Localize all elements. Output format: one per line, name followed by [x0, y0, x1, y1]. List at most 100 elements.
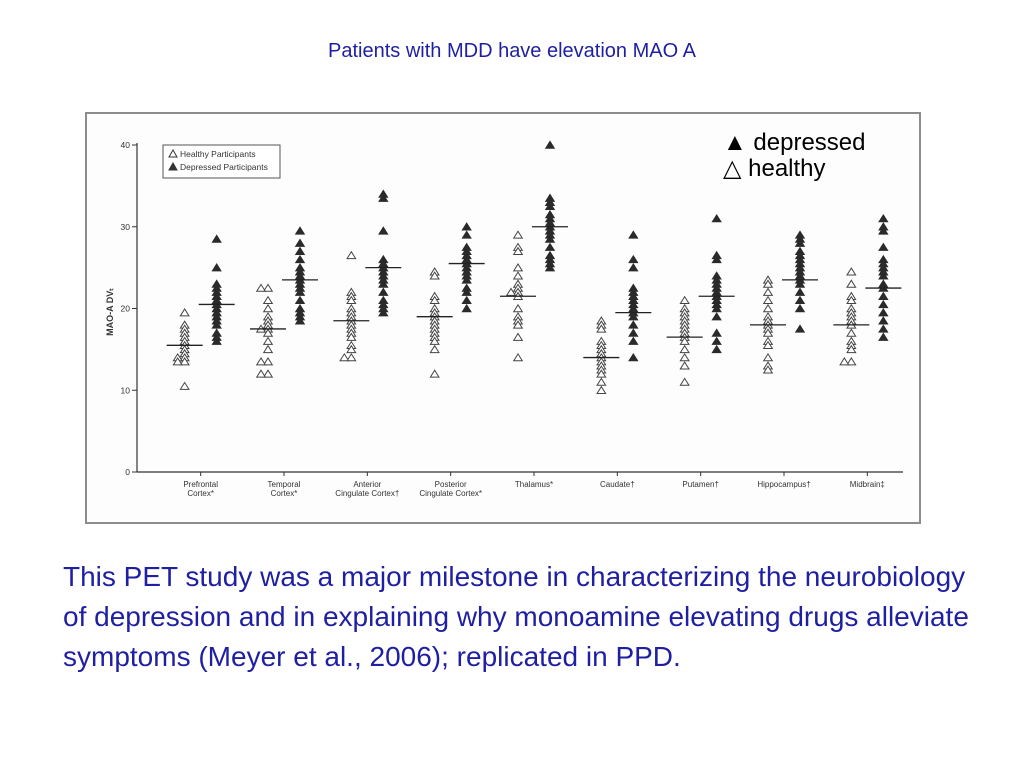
depressed-point [878, 226, 889, 235]
chart-legend: Healthy Participants Depressed Participa… [162, 144, 281, 179]
depressed-point [878, 271, 889, 280]
depressed-point [461, 275, 472, 284]
depressed-point [294, 316, 306, 325]
healthy-point [429, 336, 440, 345]
y-tick-label: 20 [121, 304, 131, 314]
x-tick-label: Thalamus* [515, 480, 553, 489]
depressed-point [294, 238, 306, 247]
healthy-point [846, 344, 857, 354]
depressed-point [878, 242, 889, 251]
healthy-point [762, 287, 774, 296]
depressed-point [628, 254, 639, 264]
depressed-point [794, 287, 806, 296]
depressed-point [711, 254, 722, 264]
legend-depressed-marker [168, 161, 178, 171]
depressed-point [461, 287, 472, 296]
healthy-point [339, 352, 350, 362]
slide-title: Patients with MDD have elevation MAO A [328, 40, 696, 62]
healthy-point [512, 352, 524, 362]
healthy-point [429, 369, 440, 378]
healthy-point [262, 344, 274, 354]
depressed-point [711, 336, 722, 345]
healthy-point [679, 336, 690, 345]
depressed-point [544, 242, 556, 251]
healthy-point [762, 328, 774, 337]
annotation-healthy: △ healthy [723, 155, 826, 182]
depressed-point [294, 246, 306, 255]
y-tick-label: 40 [121, 140, 131, 150]
depressed-point [294, 254, 306, 264]
depressed-point [378, 287, 389, 296]
healthy-point [255, 369, 267, 378]
y-tick-label: 30 [121, 222, 131, 232]
depressed-point [794, 303, 806, 313]
depressed-point [878, 324, 889, 333]
healthy-point [762, 365, 774, 374]
healthy-point [255, 283, 267, 292]
x-tick-label: Midbrain‡ [850, 480, 885, 489]
depressed-point [544, 201, 556, 211]
healthy-point [346, 332, 357, 341]
depressed-point [794, 238, 806, 247]
healthy-point [846, 279, 857, 288]
healthy-point [262, 357, 274, 366]
healthy-point [762, 303, 774, 313]
healthy-point [679, 344, 690, 354]
annotation-depressed: ▲ depressed [723, 129, 866, 156]
healthy-point [762, 279, 774, 288]
healthy-point [512, 332, 524, 341]
depressed-point [794, 295, 806, 305]
healthy-point [679, 361, 690, 370]
depressed-point [378, 226, 389, 235]
depressed-point [461, 230, 472, 239]
y-tick-label: 10 [121, 385, 131, 395]
healthy-point [762, 352, 774, 362]
slide-body-text: This PET study was a major milestone in … [63, 561, 969, 672]
healthy-point [262, 283, 274, 292]
healthy-point [255, 357, 267, 366]
healthy-point [262, 328, 274, 337]
healthy-point [262, 336, 274, 345]
depressed-point [461, 222, 472, 231]
legend-healthy-marker [168, 148, 178, 158]
healthy-point [846, 267, 857, 276]
depressed-point [461, 303, 472, 313]
healthy-point [512, 320, 524, 329]
depressed-point [211, 320, 222, 329]
y-tick-label: 0 [125, 467, 130, 477]
healthy-point [179, 357, 190, 366]
legend-frame [162, 144, 281, 179]
healthy-point [429, 295, 440, 305]
depressed-point [878, 316, 889, 325]
healthy-point [262, 295, 274, 305]
healthy-point [179, 381, 190, 390]
healthy-point [846, 328, 857, 337]
y-axis-label: MAO-A DVₜ [105, 288, 115, 336]
depressed-point [628, 263, 639, 272]
healthy-point [596, 324, 607, 333]
x-tick-label: Prefrontal [183, 480, 218, 489]
depressed-point [711, 344, 722, 354]
healthy-point [505, 287, 517, 296]
depressed-point [711, 312, 722, 321]
depressed-point [711, 303, 722, 313]
depressed-point [294, 287, 306, 296]
depressed-point [211, 263, 222, 272]
healthy-point [762, 340, 774, 350]
healthy-point [762, 295, 774, 305]
depressed-point [378, 307, 389, 317]
healthy-point [262, 369, 274, 378]
healthy-point [512, 271, 524, 280]
depressed-point [211, 336, 222, 345]
x-tick-label: Cingulate Cortex† [335, 489, 399, 498]
depressed-point [878, 299, 889, 309]
depressed-point [628, 352, 639, 362]
healthy-point [512, 246, 524, 255]
x-tick-label: Temporal [268, 480, 301, 489]
healthy-point [346, 352, 357, 362]
depressed-point [211, 234, 222, 243]
healthy-point [346, 295, 357, 305]
healthy-point [596, 385, 607, 394]
depressed-point [711, 328, 722, 337]
healthy-point [429, 344, 440, 354]
